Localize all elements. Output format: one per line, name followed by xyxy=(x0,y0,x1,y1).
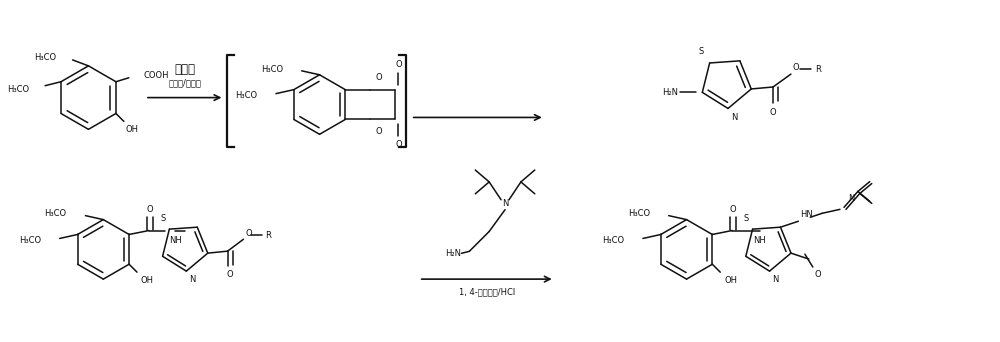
Text: O: O xyxy=(147,205,153,214)
Text: O: O xyxy=(793,63,800,72)
Text: S: S xyxy=(160,214,165,223)
Text: H₂N: H₂N xyxy=(445,249,461,258)
Text: N: N xyxy=(189,275,196,284)
Text: R: R xyxy=(815,65,821,74)
Text: N: N xyxy=(731,114,737,122)
Text: O: O xyxy=(395,60,402,69)
Text: O: O xyxy=(376,127,382,136)
Text: OH: OH xyxy=(724,276,737,285)
Text: HN: HN xyxy=(800,210,813,219)
Text: N: N xyxy=(848,194,854,203)
Text: O: O xyxy=(245,229,252,238)
Text: R: R xyxy=(265,231,271,240)
Text: 三光气/双光气: 三光气/双光气 xyxy=(168,79,201,88)
Text: O: O xyxy=(815,270,821,279)
Text: N: N xyxy=(773,275,779,284)
Text: H₃CO: H₃CO xyxy=(235,91,257,100)
Text: H₃CO: H₃CO xyxy=(45,209,67,218)
Text: H₃CO: H₃CO xyxy=(261,65,283,74)
Text: O: O xyxy=(395,140,402,149)
Text: O: O xyxy=(730,205,736,214)
Text: S: S xyxy=(698,47,704,56)
Text: H₃CO: H₃CO xyxy=(19,236,41,245)
Text: O: O xyxy=(376,73,382,82)
Text: 1, 4-二氧六环/HCl: 1, 4-二氧六环/HCl xyxy=(459,287,515,296)
Text: S: S xyxy=(743,214,749,223)
Text: COOH: COOH xyxy=(144,71,169,80)
Text: H₂N: H₂N xyxy=(663,88,679,97)
Text: H₃CO: H₃CO xyxy=(35,53,57,63)
Text: 有机碱: 有机碱 xyxy=(174,63,195,76)
Text: NH: NH xyxy=(753,236,766,246)
Text: O: O xyxy=(770,108,776,117)
Text: H₃CO: H₃CO xyxy=(602,236,624,245)
Text: N: N xyxy=(502,199,508,208)
Text: OH: OH xyxy=(141,276,154,285)
Text: H₃CO: H₃CO xyxy=(7,85,29,94)
Text: NH: NH xyxy=(169,236,182,246)
Text: OH: OH xyxy=(126,126,139,134)
Text: O: O xyxy=(226,270,233,279)
Text: H₃CO: H₃CO xyxy=(628,209,650,218)
